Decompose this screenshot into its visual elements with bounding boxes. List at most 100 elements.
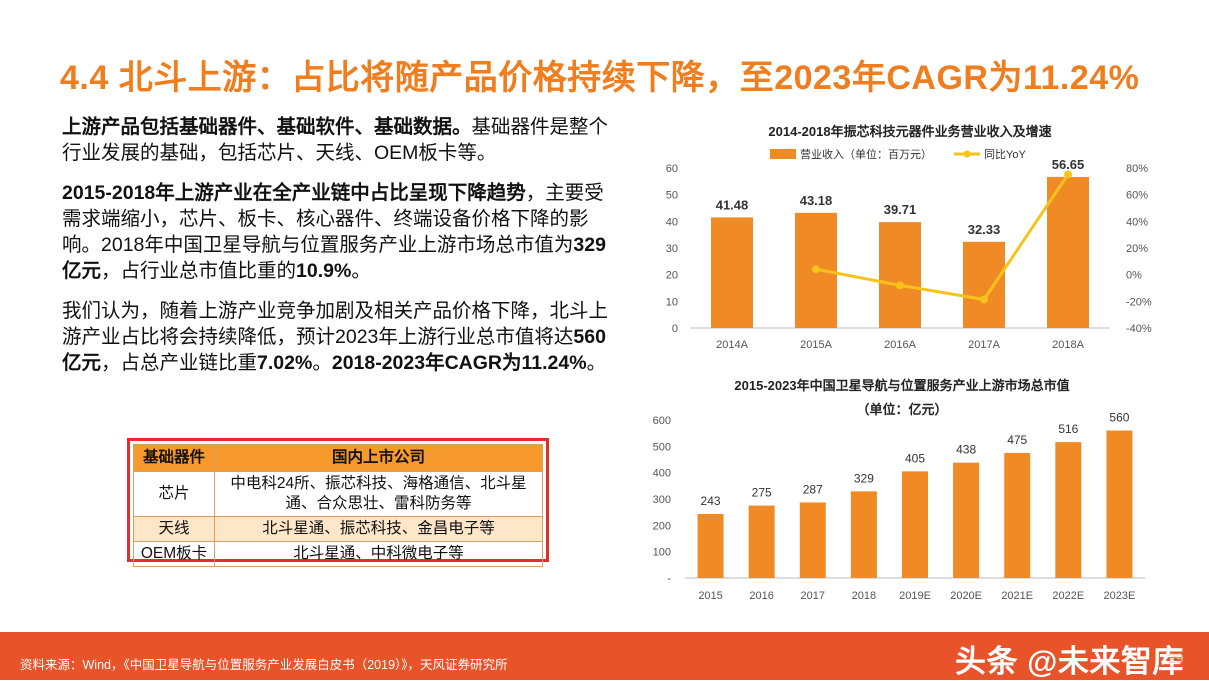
legend-label: 同比YoY xyxy=(984,148,1026,161)
paragraph-2-text-a: ，主要受需求端缩小，芯片、板卡、核心器件、终端设备价格下降的影响。2018年中国… xyxy=(62,182,604,256)
data-label: 329 xyxy=(854,471,874,485)
x-tick-label: 2016A xyxy=(884,339,916,351)
data-label: 438 xyxy=(956,443,976,457)
paragraph-2-bold-percent: 10.9% xyxy=(296,260,352,282)
y-tick-label-left: 20 xyxy=(666,270,678,282)
x-tick-label: 2021E xyxy=(1001,590,1033,602)
y-tick-label-left: 10 xyxy=(666,296,678,308)
paragraph-3-text-d: 。 xyxy=(312,352,332,374)
bar xyxy=(1055,442,1082,578)
table-row: 天线 北斗星通、振芯科技、金昌电子等 xyxy=(133,516,543,542)
x-tick-label: 2017A xyxy=(968,339,1000,351)
yoy-point xyxy=(980,295,988,304)
y-tick-label: 300 xyxy=(653,494,671,506)
bar xyxy=(1004,452,1031,578)
x-tick-label: 2020E xyxy=(950,590,982,602)
y-tick-label: 500 xyxy=(653,441,671,453)
y-tick-label-left: 40 xyxy=(666,216,678,228)
paragraph-3-text-a: 我们认为，随着上游产业竞争加剧及相关产品价格下降，北斗上游产业占比将会持续降低，… xyxy=(62,300,609,348)
upstream-table-frame: 基础器件 国内上市公司 芯片 中电科24所、振芯科技、海格通信、北斗星通、合众思… xyxy=(127,438,549,567)
legend-marker-yoy xyxy=(963,150,971,158)
paragraph-3-bold-value: 560亿元 xyxy=(62,326,606,374)
x-tick-label: 2014A xyxy=(716,339,748,351)
y-tick-label-left: 0 xyxy=(672,323,678,335)
paragraph-2-bold-value: 329亿元 xyxy=(62,234,606,282)
table-row: OEM板卡 北斗星通、中科微电子等 xyxy=(133,541,543,567)
legend-swatch-revenue xyxy=(770,149,796,159)
y-tick-label: 600 xyxy=(653,415,671,427)
paragraph-3-text-e: 。 xyxy=(586,352,607,374)
bar xyxy=(1106,430,1133,578)
data-label: 56.65 xyxy=(1052,157,1085,172)
data-label: 405 xyxy=(905,451,925,465)
upstream-companies-table: 基础器件 国内上市公司 芯片 中电科24所、振芯科技、海格通信、北斗星通、合众思… xyxy=(133,444,543,567)
y-tick-label-right: -40% xyxy=(1126,323,1152,335)
table-header-row: 基础器件 国内上市公司 xyxy=(133,444,543,472)
bar xyxy=(953,462,980,578)
data-label: 43.18 xyxy=(800,193,833,208)
table-cell-companies: 北斗星通、中科微电子等 xyxy=(214,541,543,567)
table-row: 芯片 中电科24所、振芯科技、海格通信、北斗星通、合众思壮、雷科防务等 xyxy=(133,471,543,517)
table-cell-companies: 中电科24所、振芯科技、海格通信、北斗星通、合众思壮、雷科防务等 xyxy=(214,471,543,517)
x-tick-label: 2016 xyxy=(749,590,773,602)
table-cell-category: 芯片 xyxy=(133,471,215,517)
y-tick-label-right: -20% xyxy=(1126,296,1152,308)
bar xyxy=(963,241,1005,328)
data-label: 275 xyxy=(752,486,772,500)
paragraph-3: 我们认为，随着上游产业竞争加剧及相关产品价格下降，北斗上游产业占比将会持续降低，… xyxy=(62,298,622,376)
bar xyxy=(879,222,921,328)
legend-label: 营业收入（单位：百万元） xyxy=(800,147,932,161)
source-note: 资料来源：Wind，《中国卫星导航与位置服务产业发展白皮书（2019）》，天风证… xyxy=(20,658,508,672)
table-cell-category: OEM板卡 xyxy=(133,541,215,567)
x-tick-label: 2023E xyxy=(1104,590,1136,602)
page-title: 4.4 北斗上游：占比将随产品价格持续下降，至2023年CAGR为11.24% xyxy=(60,59,1140,97)
market-value-chart-svg: 2015-2023年中国卫星导航与位置服务产业上游市场总市值 （单位：亿元） - 10… xyxy=(653,378,1145,602)
data-label: 39.71 xyxy=(884,202,917,217)
x-tick-label: 2017 xyxy=(801,590,825,602)
x-tick-label: 2015A xyxy=(800,339,832,351)
paragraph-3-bold-percent: 7.02% xyxy=(257,352,313,374)
paragraph-3-text-c: ，占总产业链比重 xyxy=(101,352,258,374)
bar xyxy=(799,502,826,578)
bar xyxy=(1047,176,1089,328)
x-tick-label: 2015 xyxy=(698,590,722,602)
bar xyxy=(850,491,877,578)
bar xyxy=(748,505,775,578)
paragraph-2-bold: 2015-2018年上游产业在全产业链中占比呈现下降趋势 xyxy=(62,182,526,204)
data-label: 516 xyxy=(1058,422,1078,436)
page-number: 29 xyxy=(1168,650,1184,666)
yoy-line xyxy=(815,173,1070,302)
bar xyxy=(902,471,928,578)
y-tick-label-right: 80% xyxy=(1126,163,1148,175)
paragraph-2: 2015-2018年上游产业在全产业链中占比呈现下降趋势，主要受需求端缩小，芯片… xyxy=(62,180,622,284)
bar xyxy=(697,514,724,578)
table-header-cell: 基础器件 xyxy=(133,444,215,472)
paragraph-1-text: 基础器件是整个行业发展的基础，包括芯片、天线、OEM板卡等。 xyxy=(62,116,609,164)
chart-title: 2015-2023年中国卫星导航与位置服务产业上游市场总市值 xyxy=(734,378,1069,393)
y-tick-label: 200 xyxy=(653,520,671,532)
data-label: 475 xyxy=(1007,433,1027,447)
bar xyxy=(711,217,753,328)
x-tick-label: 2019E xyxy=(899,590,931,602)
body-text: 上游产品包括基础器件、基础软件、基础数据。基础器件是整个行业发展的基础，包括芯片… xyxy=(62,114,622,390)
chart-subtitle: （单位：亿元） xyxy=(856,402,947,417)
x-tick-label: 2022E xyxy=(1052,590,1084,602)
market-value-chart: 2015-2023年中国卫星导航与位置服务产业上游市场总市值 （单位：亿元） - 10… xyxy=(640,372,1180,612)
data-label: 287 xyxy=(803,482,823,496)
y-tick-label-right: 20% xyxy=(1126,243,1148,255)
table-cell-companies: 北斗星通、振芯科技、金昌电子等 xyxy=(214,516,543,542)
yoy-point xyxy=(1064,170,1072,179)
data-label: 41.48 xyxy=(716,197,749,212)
footer-bar: 资料来源：Wind，《中国卫星导航与位置服务产业发展白皮书（2019）》，天风证… xyxy=(0,632,1209,680)
y-tick-label-right: 0% xyxy=(1126,270,1142,282)
y-tick-label-left: 50 xyxy=(666,190,678,202)
y-tick-label: - xyxy=(667,573,671,585)
paragraph-1: 上游产品包括基础器件、基础软件、基础数据。基础器件是整个行业发展的基础，包括芯片… xyxy=(62,114,622,166)
y-tick-label-left: 30 xyxy=(666,243,678,255)
paragraph-1-bold: 上游产品包括基础器件、基础软件、基础数据。 xyxy=(62,116,472,138)
data-label: 243 xyxy=(701,494,721,508)
paragraph-2-text-c: ，占行业总市值比重的 xyxy=(101,260,297,282)
y-tick-label-right: 40% xyxy=(1126,216,1148,228)
paragraph-2-text-d: 。 xyxy=(351,260,371,282)
